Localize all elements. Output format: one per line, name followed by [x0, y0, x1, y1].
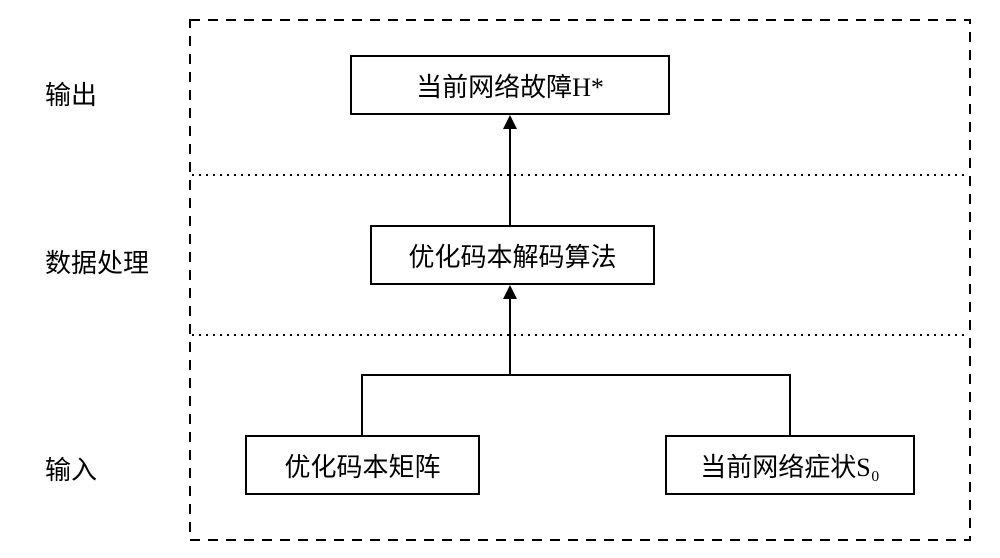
output-box: 当前网络故障H* [350, 55, 670, 115]
input-connector [362, 375, 790, 435]
arrow-to-output-head [503, 115, 517, 129]
processing-box: 优化码本解码算法 [370, 225, 655, 285]
input-left-text: 优化码本矩阵 [284, 447, 440, 484]
diagram-canvas: 输出 数据处理 输入 当前网络故障H* 优化码本解码算法 优化码本矩阵 当前网络… [0, 0, 1000, 558]
arrow-to-processing-head [503, 285, 517, 299]
label-processing: 数据处理 [45, 243, 149, 280]
label-input: 输入 [45, 450, 97, 487]
input-right-box: 当前网络症状S₀ [665, 435, 915, 495]
input-left-box: 优化码本矩阵 [245, 435, 480, 495]
input-right-text: 当前网络症状S₀ [700, 447, 880, 484]
processing-box-text: 优化码本解码算法 [408, 237, 616, 274]
output-box-text: 当前网络故障H* [416, 67, 604, 104]
label-output: 输出 [45, 75, 97, 112]
